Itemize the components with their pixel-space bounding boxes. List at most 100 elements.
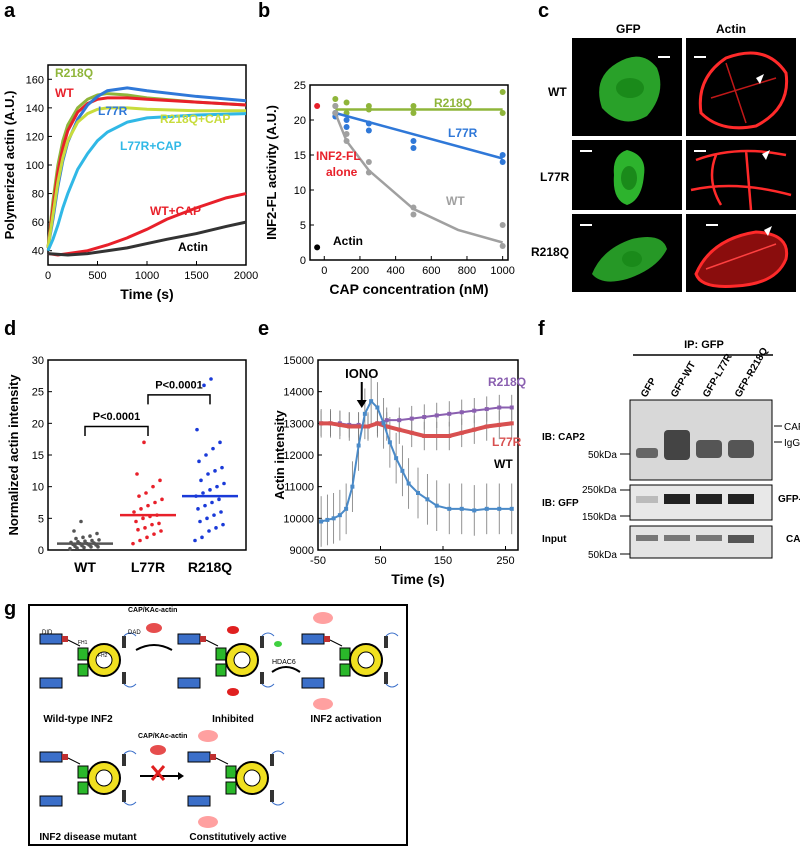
data-point [362,411,367,416]
data-point [218,440,222,445]
plot-frame [47,64,247,266]
data-point [347,424,352,429]
y-axis-label: Normalized actin intensity [6,374,21,536]
data-point [204,453,208,457]
arrow-label-hdac6: HDAC6 [272,659,296,666]
ip-label: IP: GFP [684,339,724,351]
lane-label-r218q: GFP-R218Q [733,346,770,400]
data-point [384,418,389,423]
blot-right-gfp-inf2: GFP-INF2 [778,494,800,505]
panel-label-b: b [258,0,271,22]
data-point [205,516,209,521]
caption-disease-mutant: INF2 disease mutant [39,832,137,843]
arrow-down-icon [356,400,367,408]
data-point [314,103,321,109]
data-point [343,131,350,137]
y-axis-label: INF2-FL activity (A.U.) [264,105,279,240]
x-axis-label: Time (s) [391,571,444,587]
significance-label: P<0.0001 [93,411,140,423]
series-line-wt [320,399,512,523]
chart-a-polymerization: 0 500 1000 1500 2000 40 60 80 100 120 140 160 Time (… [2,64,258,302]
x-tick-label: 2000 [234,270,258,282]
data-point [212,513,216,517]
category-label: R218Q [188,559,232,575]
x-tick-label: 0 [321,265,327,277]
data-point [366,424,370,429]
data-point [209,377,213,381]
data-point [459,410,464,415]
data-point [139,507,143,511]
data-point [356,443,361,448]
image-gfp-wt [572,38,682,136]
data-point [472,408,477,413]
y-tick-label: 9000 [290,545,314,557]
data-point [68,546,72,551]
y-tick-label: 80 [32,189,44,201]
x-tick-label: 400 [386,265,404,277]
data-point [208,488,212,492]
legend-label: R218Q+CAP [160,112,230,126]
data-point [195,427,199,432]
image-actin-r218q [686,214,796,292]
x-tick-label: -50 [310,555,326,567]
panel-f-western-blot: IP: GFP GFP GFP-WT GFP-L77R GFP-R218Q IB… [542,339,800,561]
panel-label-d: d [4,318,17,340]
caption-constitutive: Constitutively active [189,832,287,843]
lane-label-wt: GFP-WT [669,360,698,400]
panel-label-e: e [258,318,270,340]
y-tick-label: 13000 [283,418,314,430]
annotation-label: L77R [448,126,478,140]
legend-label: Actin [178,240,208,254]
data-point [213,469,217,473]
data-point [410,204,417,211]
legend-label: WT [55,86,74,100]
data-point [447,434,452,438]
annotation-label: R218Q [434,96,472,110]
legend-label: R218Q [55,66,93,80]
data-point [72,529,76,533]
y-tick-label: 40 [32,246,44,258]
data-point [397,427,402,432]
data-point [95,531,99,536]
col-header-gfp: GFP [616,22,641,36]
x-tick-label: 50 [374,555,386,567]
blot-row-label-gfp: IB: GFP [542,498,579,509]
data-point [74,536,78,541]
arrow-icon [135,644,173,651]
fit-line-wt [334,112,503,244]
x-tick-label: 0 [45,270,51,282]
data-point [219,510,223,514]
data-point [135,472,139,476]
data-point [459,506,464,511]
data-point [497,422,502,427]
data-point [132,510,136,514]
chart-e-actin-time: -50 50 150 250 9000 10000 11000 12000 13000 14000… [272,355,526,587]
y-tick-label: 15 [294,150,306,162]
domain-label-dad: DAD [128,630,141,636]
image-actin-l77r [686,140,796,210]
data-point [409,430,414,435]
data-point [400,468,405,473]
data-point [141,516,145,521]
data-point [97,538,101,542]
y-tick-label: 0 [38,545,44,557]
domain-label-fh1: FH1 [78,640,88,646]
y-tick-label: 160 [26,74,44,86]
data-point [206,472,210,476]
data-point [381,421,386,426]
cross-icon [150,765,166,781]
image-actin-wt [686,38,796,136]
data-point [160,497,164,502]
series-line-l77r+cap [46,112,247,252]
y-tick-label: 25 [32,387,44,399]
lane-label-l77r: GFP-L77R [701,351,735,399]
x-tick-label: 500 [88,270,106,282]
data-point [410,145,417,151]
data-point [365,127,372,134]
data-point [344,506,349,511]
blot-row-label-input: Input [542,534,567,545]
data-point [365,169,372,176]
data-point [217,497,221,502]
significance-bracket [84,425,149,436]
data-point [447,411,452,416]
